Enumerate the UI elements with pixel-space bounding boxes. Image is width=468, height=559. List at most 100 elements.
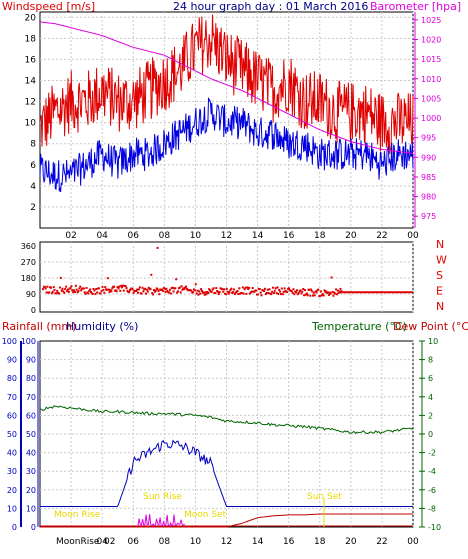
direction-point: [136, 288, 139, 291]
direction-point: [296, 289, 298, 292]
temperature-tick-label: -10: [428, 523, 441, 532]
humidity-tick-label: 100: [21, 337, 36, 346]
direction-point: [305, 292, 308, 295]
baro-tick-label: 1025: [421, 16, 441, 25]
direction-point: [244, 286, 247, 289]
direction-point: [306, 294, 309, 297]
direction-point: [63, 291, 66, 294]
direction-point: [58, 286, 61, 289]
direction-point: [266, 288, 269, 291]
direction-point: [274, 287, 277, 290]
direction-point: [44, 287, 47, 290]
direction-point: [295, 291, 298, 294]
direction-point: [151, 292, 154, 295]
direction-point: [304, 289, 306, 292]
temperature-line: [39, 405, 414, 435]
direction-point: [107, 288, 110, 291]
direction-point: [320, 290, 322, 293]
direction-point: [264, 293, 267, 296]
direction-point: [75, 288, 78, 291]
direction-point: [100, 289, 103, 292]
humidity-line: [40, 439, 413, 507]
humidity-tick-label: 30: [26, 467, 36, 476]
direction-point: [317, 288, 320, 291]
direction-point: [246, 286, 249, 289]
direction-point: [310, 288, 313, 291]
direction-point: [55, 292, 58, 295]
direction-point: [88, 289, 91, 292]
direction-point: [126, 289, 129, 292]
direction-point: [319, 295, 322, 298]
wind-x-tick-label: 18: [314, 231, 326, 241]
wind-tick-label: 6: [30, 161, 36, 171]
direction-point: [70, 285, 73, 288]
direction-point: [82, 287, 85, 290]
direction-point: [223, 288, 226, 291]
direction-point: [313, 294, 316, 297]
direction-point: [144, 287, 147, 290]
rainfall-tick-label: 0: [12, 523, 17, 532]
wind-x-tick-label: 02: [65, 231, 76, 241]
direction-point: [67, 290, 70, 293]
direction-point: [325, 290, 328, 293]
direction-point: [211, 288, 214, 291]
direction-point: [331, 291, 334, 293]
baro-tick-label: 1020: [421, 35, 441, 44]
direction-point: [78, 287, 81, 290]
humidity-axis-label: Humidity (%): [66, 320, 138, 333]
direction-point: [76, 291, 79, 294]
direction-point: [303, 294, 306, 297]
temperature-axis-label: Temperature (°C): [311, 320, 407, 333]
direction-point: [292, 288, 295, 291]
direction-point: [156, 288, 159, 291]
direction-point: [150, 273, 153, 276]
direction-point: [270, 293, 273, 296]
direction-point: [121, 286, 123, 289]
humidity-tick-label: 10: [26, 504, 36, 513]
direction-point: [277, 292, 280, 295]
wind-x-tick-label: 20: [345, 231, 357, 241]
compass-label: S: [436, 269, 443, 282]
direction-point: [212, 287, 215, 290]
direction-point: [233, 293, 236, 296]
direction-point: [95, 288, 98, 290]
direction-point: [156, 246, 159, 249]
direction-point: [66, 290, 68, 293]
direction-point: [335, 288, 338, 291]
direction-panel-frame: [39, 241, 414, 313]
direction-point: [226, 290, 229, 293]
direction-point: [329, 292, 332, 295]
direction-point: [280, 293, 282, 296]
direction-point: [197, 293, 200, 296]
direction-point: [232, 291, 235, 294]
wind-x-tick-label: 04: [96, 231, 108, 241]
direction-point: [280, 287, 283, 290]
direction-point: [207, 292, 210, 294]
direction-point: [299, 289, 302, 292]
direction-point: [106, 277, 109, 280]
direction-point: [248, 292, 251, 295]
direction-point: [245, 292, 248, 295]
direction-point: [242, 292, 245, 295]
direction-point: [179, 291, 182, 294]
climate-x-tick-label: 16: [283, 537, 295, 547]
wind-left-ticks: 2 4 6 8 10 12 14 16 18 20: [25, 13, 37, 213]
moon-rise-annotation: Moon Rise: [54, 510, 101, 520]
temperature-tick-label: 8: [428, 356, 433, 365]
compass-label: E: [436, 285, 443, 298]
windspeed-axis-label: Windspeed [m/s]: [2, 0, 95, 13]
direction-point: [113, 285, 115, 288]
direction-point: [164, 290, 167, 293]
barometer-line: [39, 21, 414, 154]
baro-tick-label: 980: [421, 193, 436, 202]
direction-point: [309, 294, 312, 297]
sun-rise-annotation: Sun Rise: [143, 492, 182, 502]
direction-point: [135, 290, 138, 292]
direction-point: [175, 278, 178, 281]
direction-point: [288, 287, 290, 290]
direction-point: [64, 288, 67, 290]
direction-point: [74, 291, 76, 294]
direction-point: [72, 291, 75, 294]
direction-point: [282, 290, 285, 293]
direction-point: [176, 291, 179, 294]
